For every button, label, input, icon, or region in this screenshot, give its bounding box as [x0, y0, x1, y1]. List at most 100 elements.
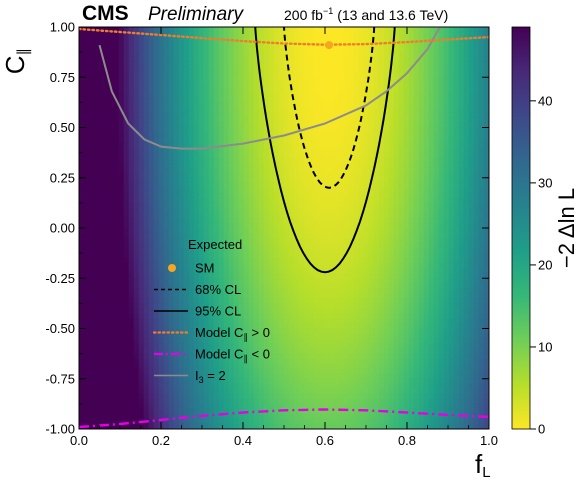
- heatmap-cell: [348, 51, 355, 58]
- heatmap-cell: [278, 418, 285, 425]
- heatmap-cell: [383, 222, 390, 229]
- heatmap-cell: [258, 192, 265, 199]
- heatmap-cell: [273, 127, 280, 133]
- heatmap-cell: [223, 187, 230, 194]
- heatmap-cell: [98, 122, 105, 128]
- heatmap-cell: [278, 142, 285, 148]
- heatmap-cell: [328, 242, 335, 249]
- heatmap-cell: [79, 313, 85, 319]
- heatmap-cell: [203, 333, 210, 339]
- heatmap-cell: [338, 81, 345, 88]
- heatmap-cell: [128, 41, 135, 48]
- heatmap-cell: [318, 172, 325, 179]
- heatmap-cell: [383, 343, 390, 349]
- heatmap-cell: [213, 293, 220, 299]
- heatmap-cell: [83, 418, 90, 425]
- heatmap-cell: [223, 282, 230, 289]
- heatmap-cell: [148, 277, 155, 284]
- heatmap-cell: [153, 222, 160, 229]
- heatmap-cell: [273, 252, 280, 259]
- heatmap-cell: [163, 202, 170, 209]
- heatmap-cell: [103, 122, 110, 128]
- heatmap-cell: [333, 318, 340, 324]
- heatmap-cell: [353, 423, 360, 429]
- heatmap-cell: [88, 353, 95, 359]
- heatmap-cell: [313, 51, 320, 58]
- heatmap-cell: [268, 31, 275, 38]
- heatmap-cell: [118, 348, 125, 354]
- heatmap-cell: [263, 378, 270, 385]
- heatmap-cell: [268, 81, 275, 88]
- heatmap-cell: [198, 56, 205, 63]
- heatmap-cell: [378, 388, 385, 395]
- heatmap-cell: [318, 177, 325, 184]
- heatmap-cell: [123, 242, 130, 249]
- heatmap-cell: [248, 282, 255, 289]
- heatmap-cell: [183, 157, 190, 163]
- heatmap-cell: [383, 112, 390, 118]
- heatmap-cell: [273, 277, 280, 284]
- heatmap-cell: [193, 61, 200, 68]
- heatmap-cell: [178, 398, 185, 405]
- heatmap-cell: [338, 102, 345, 108]
- heatmap-cell: [183, 298, 190, 304]
- heatmap-cell: [298, 97, 305, 103]
- heatmap-cell: [333, 137, 340, 143]
- heatmap-cell: [88, 182, 95, 189]
- heatmap-cell: [348, 323, 355, 329]
- heatmap-cell: [183, 272, 190, 279]
- heatmap-cell: [203, 217, 210, 224]
- heatmap-cell: [178, 172, 185, 179]
- heatmap-cell: [98, 167, 105, 174]
- heatmap-cell: [148, 142, 155, 148]
- heatmap-cell: [213, 348, 220, 354]
- heatmap-cell: [353, 338, 360, 344]
- heatmap-cell: [338, 46, 345, 53]
- heatmap-cell: [338, 353, 345, 359]
- heatmap-cell: [258, 257, 265, 264]
- heatmap-cell: [213, 102, 220, 108]
- heatmap-cell: [123, 197, 130, 204]
- heatmap-cell: [253, 398, 260, 405]
- heatmap-cell: [218, 87, 225, 93]
- heatmap-cell: [333, 338, 340, 344]
- heatmap-cell: [238, 147, 245, 153]
- heatmap-cell: [323, 27, 330, 33]
- heatmap-cell: [183, 288, 190, 294]
- heatmap-cell: [278, 363, 285, 369]
- heatmap-cell: [318, 157, 325, 163]
- heatmap-cell: [103, 298, 110, 304]
- heatmap-cell: [148, 227, 155, 234]
- heatmap-cell: [233, 197, 240, 204]
- heatmap-cell: [79, 51, 85, 58]
- heatmap-cell: [348, 36, 355, 43]
- heatmap-cell: [208, 348, 215, 354]
- heatmap-cell: [168, 227, 175, 234]
- heatmap-cell: [368, 257, 375, 264]
- heatmap-cell: [358, 418, 365, 425]
- heatmap-cell: [88, 398, 95, 405]
- heatmap-cell: [148, 172, 155, 179]
- heatmap-cell: [83, 393, 90, 400]
- heatmap-cell: [283, 61, 290, 68]
- heatmap-cell: [373, 383, 380, 390]
- heatmap-cell: [98, 71, 105, 78]
- heatmap-cell: [108, 293, 115, 299]
- heatmap-cell: [83, 61, 90, 68]
- heatmap-cell: [148, 71, 155, 78]
- heatmap-cell: [223, 368, 230, 375]
- heatmap-cell: [258, 112, 265, 118]
- heatmap-cell: [233, 187, 240, 194]
- heatmap-cell: [153, 182, 160, 189]
- heatmap-cell: [118, 363, 125, 369]
- heatmap-cell: [283, 368, 290, 375]
- heatmap-cell: [98, 192, 105, 199]
- heatmap-cell: [183, 202, 190, 209]
- heatmap-cell: [338, 97, 345, 103]
- heatmap-cell: [298, 137, 305, 143]
- heatmap-cell: [178, 27, 185, 33]
- heatmap-cell: [338, 232, 345, 239]
- heatmap-cell: [283, 197, 290, 204]
- heatmap-cell: [163, 413, 170, 420]
- heatmap-cell: [318, 192, 325, 199]
